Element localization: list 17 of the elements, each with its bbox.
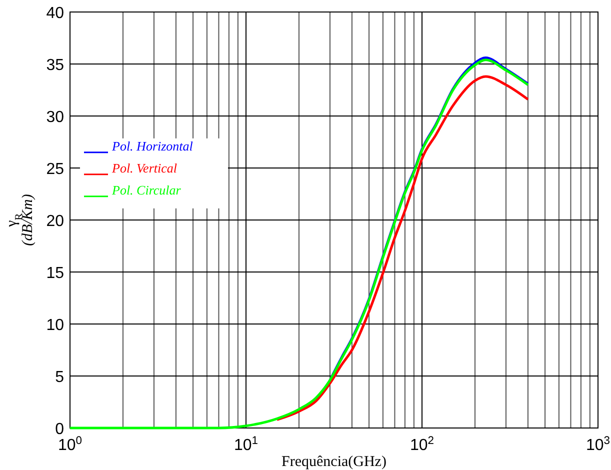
y-tick-label: 15 xyxy=(46,265,64,282)
x-axis-title: Frequência(GHz) xyxy=(282,454,386,470)
y-tick-label: 5 xyxy=(55,369,64,386)
x-tick-label: 10$^{2}$ xyxy=(410,435,434,454)
y-tick-label: 40 xyxy=(46,5,64,22)
legend-label: Pol. Vertical xyxy=(111,160,178,176)
x-tick-label: 10$^{0}$ xyxy=(58,435,82,454)
y-tick-label: 20 xyxy=(46,213,64,230)
x-tick-label: 10$^{3}$ xyxy=(586,435,610,454)
x-tick-label: 10$^{1}$ xyxy=(234,435,258,454)
y-tick-label: 10 xyxy=(46,317,64,334)
y-tick-label: 25 xyxy=(46,161,64,178)
legend-label: Pol. Horizontal xyxy=(111,138,194,154)
legend-label: Pol. Circular xyxy=(111,182,182,198)
y-tick-label: 0 xyxy=(55,421,64,438)
y-tick-label: 35 xyxy=(46,57,64,74)
y-tick-label: 30 xyxy=(46,109,64,126)
